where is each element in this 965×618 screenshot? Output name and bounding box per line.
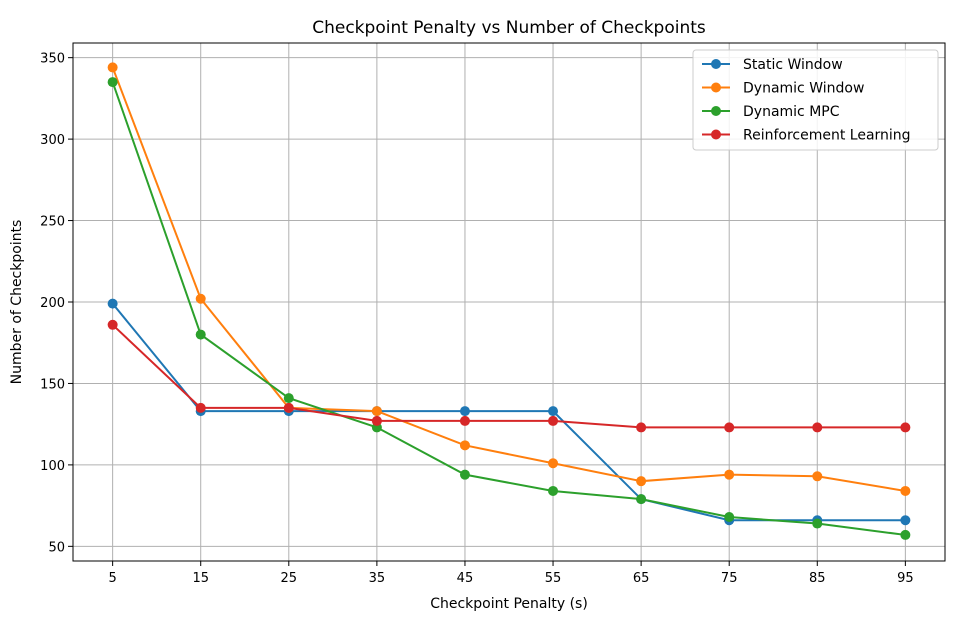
y-axis-label: Number of Checkpoints: [9, 220, 25, 385]
legend-swatch-marker: [711, 106, 721, 116]
data-point-reinforcement-learning: [900, 422, 911, 433]
data-point-reinforcement-learning: [812, 422, 823, 433]
y-tick-label: 200: [40, 296, 65, 311]
y-axis-ticks: 50 100 150 200 250 300 350: [40, 52, 73, 555]
legend: Static Window Dynamic Window Dynamic MPC Re…: [692, 49, 939, 151]
y-tick-label: 250: [40, 215, 65, 230]
data-point-dynamic-window: [900, 485, 911, 496]
series-line-dynamic-window: [111, 67, 906, 492]
series-dynamic-mpc: [107, 77, 911, 540]
data-point-dynamic-mpc: [107, 77, 118, 88]
series-dynamic-window: [107, 62, 911, 496]
data-point-reinforcement-learning: [724, 422, 735, 433]
legend-item-dynamic-mpc: Dynamic MPC: [702, 104, 840, 120]
data-point-static-window: [107, 298, 118, 309]
legend-swatch-marker: [711, 82, 721, 93]
data-point-dynamic-mpc: [283, 393, 294, 404]
y-tick-label: 300: [40, 133, 65, 148]
x-tick-label: 75: [721, 571, 738, 586]
legend-label: Static Window: [743, 57, 843, 73]
data-point-dynamic-window: [459, 440, 470, 451]
data-point-dynamic-window: [724, 469, 735, 480]
x-tick-label: 55: [545, 571, 562, 586]
x-tick-label: 15: [192, 571, 209, 586]
data-point-dynamic-window: [636, 476, 647, 487]
data-point-reinforcement-learning: [283, 402, 294, 413]
legend-item-dynamic-window: Dynamic Window: [702, 81, 864, 97]
y-tick-label: 150: [40, 377, 65, 392]
series-line-reinforcement-learning: [111, 324, 906, 429]
x-tick-label: 95: [897, 571, 914, 586]
data-point-dynamic-mpc: [459, 469, 470, 480]
x-tick-label: 85: [809, 571, 826, 586]
legend-item-reinforcement-learning: Reinforcement Learning: [702, 128, 911, 144]
x-tick-label: 35: [369, 571, 386, 586]
legend-label: Reinforcement Learning: [743, 128, 911, 144]
data-point-dynamic-mpc: [812, 518, 823, 529]
x-tick-label: 45: [457, 571, 474, 586]
data-point-dynamic-mpc: [724, 512, 735, 523]
data-point-static-window: [548, 406, 559, 417]
x-tick-label: 25: [281, 571, 298, 586]
data-point-reinforcement-learning: [195, 402, 206, 413]
data-point-dynamic-window: [195, 293, 206, 304]
y-tick-label: 350: [40, 52, 65, 67]
data-point-dynamic-mpc: [636, 494, 647, 505]
series-line-dynamic-mpc: [111, 81, 906, 536]
series-reinforcement-learning: [107, 319, 911, 433]
data-point-static-window: [900, 515, 911, 526]
legend-swatch-marker: [711, 129, 721, 140]
data-point-reinforcement-learning: [107, 319, 118, 330]
legend-box: [692, 49, 939, 151]
data-point-dynamic-window: [812, 471, 823, 482]
legend-label: Dynamic Window: [743, 81, 864, 97]
legend-item-static-window: Static Window: [702, 57, 843, 73]
data-point-reinforcement-learning: [636, 422, 647, 433]
legend-label: Dynamic MPC: [743, 104, 840, 120]
y-tick-label: 100: [40, 459, 65, 474]
chart-title: Checkpoint Penalty vs Number of Checkpoi…: [312, 18, 706, 38]
x-tick-label: 65: [633, 571, 650, 586]
x-tick-label: 5: [108, 571, 116, 586]
data-point-dynamic-mpc: [195, 329, 206, 340]
data-point-static-window: [459, 406, 470, 417]
plot-area: [107, 62, 911, 540]
data-point-reinforcement-learning: [371, 415, 382, 426]
y-tick-label: 50: [48, 540, 65, 555]
data-point-dynamic-window: [548, 458, 559, 469]
data-point-dynamic-window: [107, 62, 118, 73]
data-point-dynamic-window: [371, 406, 382, 417]
x-axis-ticks: 5 15 25 35 45 55 65 75 85 95: [108, 561, 914, 586]
x-axis-label: Checkpoint Penalty (s): [430, 596, 588, 612]
legend-swatch-marker: [711, 59, 721, 69]
data-point-reinforcement-learning: [459, 415, 470, 426]
data-point-dynamic-mpc: [900, 529, 911, 540]
data-point-dynamic-mpc: [548, 485, 559, 496]
data-point-reinforcement-learning: [548, 415, 559, 426]
